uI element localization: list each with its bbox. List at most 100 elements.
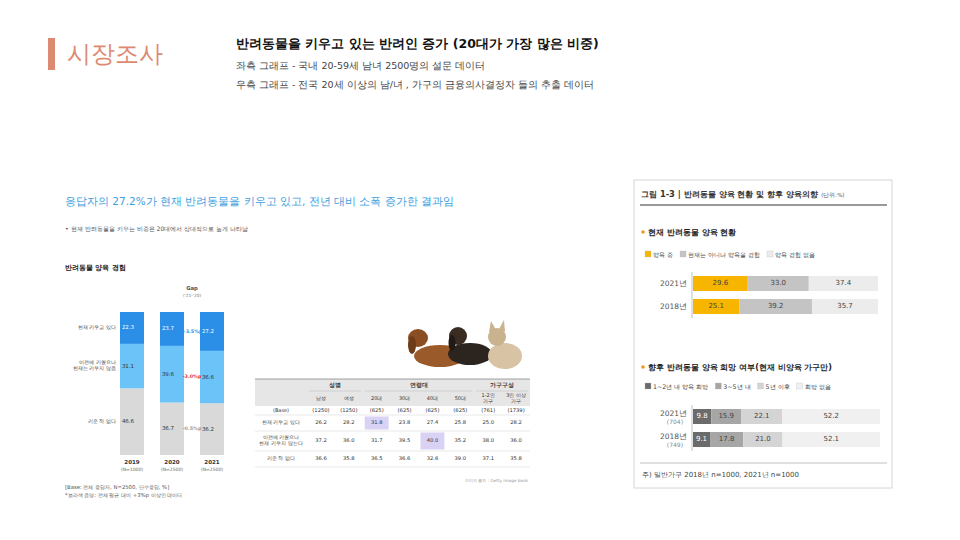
table-group: 성별 xyxy=(329,382,341,388)
bar-segment xyxy=(693,409,711,424)
label-line: 현재는 키우지 않음 xyxy=(73,366,116,372)
data-label: 39.6 xyxy=(162,371,175,377)
bar-segment xyxy=(741,409,782,424)
data-label: 39.2 xyxy=(768,302,784,310)
table-cell: (625) xyxy=(398,407,412,413)
panel-note: [Base: 전체 응답자, N=2500, 단수응답, %] xyxy=(65,484,169,490)
series-label: 이전에 키웠으나현재는 키우지 않음 xyxy=(73,359,116,371)
chart-title: 현재 반려동물 양육 현황 xyxy=(648,228,736,237)
bar-segment xyxy=(711,409,741,424)
table-cell: (625) xyxy=(425,407,439,413)
label-line: 이전에 키웠으나 xyxy=(79,359,116,365)
category-label: 2020 xyxy=(164,459,179,465)
series-label: 현재 키우고 있다 xyxy=(78,324,116,330)
table-cell: 38.0 xyxy=(482,437,494,443)
pet-illustration xyxy=(408,320,522,369)
bar-segment xyxy=(160,312,184,346)
headline: 반려동물을 키우고 있는 반려인 증가 (20대가 가장 많은 비중) xyxy=(236,36,599,51)
table-cell: (1739) xyxy=(507,407,524,413)
data-label: 52.1 xyxy=(823,435,839,443)
table-cell: 23.8 xyxy=(399,419,411,425)
data-label: 23.7 xyxy=(162,325,175,331)
bar-segment xyxy=(782,409,880,424)
legend-swatch xyxy=(645,383,651,389)
label-line: 가구 xyxy=(511,398,521,404)
data-label: 31.1 xyxy=(122,363,134,369)
bar-segment xyxy=(809,276,878,291)
table-row-label: (Base) xyxy=(273,407,289,413)
table-column: 여성 xyxy=(344,395,354,401)
table-row-label: 키운 적 없다 xyxy=(267,455,295,461)
table-row-label: 이전에 키웠으나현재 키우지 않는다 xyxy=(259,434,302,446)
category-axis xyxy=(692,272,693,318)
series-label: 키운 적 없다 xyxy=(88,418,116,424)
bar-segment xyxy=(200,403,224,455)
category-label: 2018년 xyxy=(660,302,687,311)
header-note: 좌측 그래프 - 국내 20-59세 남녀 2500명의 설문 데이터 xyxy=(236,60,485,71)
category-label: 2018년 xyxy=(660,432,687,441)
gap-subtitle: ('21-'20) xyxy=(183,293,202,298)
bar-segment xyxy=(743,432,782,447)
data-label: 33.0 xyxy=(770,279,786,287)
bar-segment xyxy=(160,346,184,403)
label-line: 현재 키우지 않는다 xyxy=(259,440,302,446)
legend-swatch xyxy=(758,383,764,389)
table-group: 가구구성 xyxy=(490,382,514,388)
bar-segment xyxy=(160,403,184,455)
panel-note: *보라색 음영: 전체 평균 대비 +3%p 이상인 데이터 xyxy=(65,492,182,499)
table-header-bg xyxy=(255,379,530,406)
bar-segment xyxy=(120,344,144,388)
data-labels: 9.815.922.152.29.117.821.052.1 xyxy=(696,412,839,443)
bar-segment xyxy=(120,312,144,344)
table-cell: 36.0 xyxy=(510,437,522,443)
data-labels: 46.631.122.336.739.623.736.236.627.2 xyxy=(122,324,215,431)
table-rule xyxy=(255,467,530,468)
table-cell: (625) xyxy=(453,407,467,413)
data-label: 36.2 xyxy=(202,426,214,432)
table-column: 40대 xyxy=(427,395,438,401)
table-column: 남성 xyxy=(316,395,326,401)
dog-ear xyxy=(408,336,416,354)
legend-label: 3~5년 내 xyxy=(723,383,750,390)
table-column: 50대 xyxy=(455,395,466,401)
gap-title: Gap xyxy=(186,285,198,292)
data-label: 52.2 xyxy=(823,412,839,420)
data-label: 27.2 xyxy=(202,328,214,334)
legend-label: 현재는 아니나 양육을 경험 xyxy=(688,251,760,258)
data-label: 9.8 xyxy=(697,412,708,420)
panel-rule xyxy=(640,463,887,464)
bar-segment xyxy=(693,276,748,291)
legend-swatch xyxy=(680,251,686,257)
table-cell: 26.2 xyxy=(315,419,327,425)
legend-swatch xyxy=(715,383,721,389)
legend-label: 1~2년 내 양육 희망 xyxy=(653,383,708,390)
bar-segment xyxy=(200,351,224,403)
category-note: (704) xyxy=(667,418,683,425)
table-cell: 36.6 xyxy=(399,455,411,461)
data-label: 9.1 xyxy=(696,435,707,443)
legend-label: 양육 경험 없음 xyxy=(775,251,815,258)
bar-segment xyxy=(739,299,812,314)
data-label: 15.9 xyxy=(718,412,734,420)
table-cell: 35.8 xyxy=(510,455,522,461)
category-label: 2021년 xyxy=(660,409,687,418)
table-cell: 35.8 xyxy=(343,455,355,461)
cat-body xyxy=(488,343,522,369)
gap-label: -3.0%p xyxy=(183,374,202,379)
table-cell: 36.5 xyxy=(371,455,383,461)
category-axis xyxy=(692,405,693,451)
data-label: 22.3 xyxy=(122,324,135,330)
panel-footnote: 주) 일반가구 2018년 n=1000, 2021년 n=1000 xyxy=(642,471,799,479)
legend-label: 양육 중 xyxy=(653,251,673,258)
bar-segment xyxy=(200,312,224,351)
slide: 시장조사반려동물을 키우고 있는 반려인 증가 (20대가 가장 많은 비중)좌… xyxy=(0,0,960,540)
legend-swatch xyxy=(797,383,803,389)
table-cell: (625) xyxy=(370,407,384,413)
panel-frame xyxy=(634,180,892,488)
table-column: 20대 xyxy=(371,395,382,401)
legend-label: 5년 이후 xyxy=(766,383,790,390)
header-note: 우측 그래프 - 전국 20세 이상의 남/녀 , 가구의 금융의사결정자 들의… xyxy=(236,79,594,90)
table-rule xyxy=(255,415,530,416)
category-note: (N=2500) xyxy=(161,467,183,472)
table-cell: 36.6 xyxy=(315,455,327,461)
